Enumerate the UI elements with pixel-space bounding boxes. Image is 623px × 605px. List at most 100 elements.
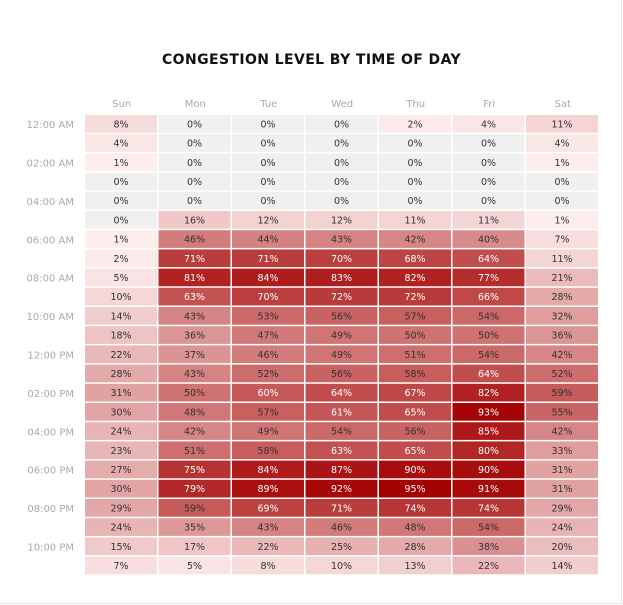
cell-value-label: 61% — [331, 407, 352, 418]
heatmap-cell — [379, 153, 451, 172]
cell-value-label: 24% — [110, 523, 131, 534]
cell-value-label: 53% — [257, 311, 278, 322]
heatmap-cell — [452, 537, 525, 556]
heatmap-cell — [526, 172, 598, 191]
heatmap-cell — [379, 479, 451, 498]
cell-value-label: 50% — [184, 388, 205, 399]
heatmap-cell — [85, 191, 157, 210]
heatmap-cell — [305, 230, 378, 248]
heatmap-cell — [526, 326, 598, 344]
heatmap-cell — [305, 499, 378, 517]
heatmap-cell — [305, 345, 378, 364]
heatmap-cell — [452, 460, 525, 479]
cell-value-label: 52% — [551, 369, 572, 380]
cell-value-label: 43% — [257, 523, 278, 534]
heatmap-cell — [379, 287, 451, 306]
cell-value-label: 37% — [184, 350, 205, 361]
cell-value-label: 82% — [478, 388, 499, 399]
heatmap-cell — [232, 556, 304, 575]
heatmap-cell — [452, 383, 525, 402]
cell-value-label: 2% — [407, 119, 422, 130]
heatmap-cell — [305, 422, 378, 440]
cell-value-label: 1% — [113, 158, 128, 169]
cell-value-label: 49% — [331, 350, 352, 361]
heatmap-cell — [379, 422, 451, 440]
cell-value-label: 28% — [404, 542, 425, 553]
heatmap-cell — [379, 191, 451, 210]
heatmap-cell — [305, 172, 378, 191]
cell-value-label: 74% — [478, 503, 499, 514]
cell-value-label: 0% — [187, 139, 202, 150]
heatmap-cell — [526, 499, 598, 517]
cell-value-label: 0% — [260, 158, 275, 169]
cell-value-label: 36% — [184, 331, 205, 342]
cell-value-label: 31% — [551, 465, 572, 476]
cell-value-label: 29% — [551, 503, 572, 514]
heatmap-cell — [526, 422, 598, 440]
heatmap-cell — [379, 268, 451, 287]
cell-value-label: 0% — [481, 196, 496, 207]
heatmap-cell — [379, 249, 451, 268]
cell-value-label: 0% — [187, 158, 202, 169]
cell-value-label: 65% — [404, 407, 425, 418]
heatmap-cell — [85, 230, 157, 248]
cell-value-label: 29% — [110, 503, 131, 514]
cell-value-label: 90% — [404, 465, 425, 476]
cell-value-label: 0% — [407, 196, 422, 207]
cell-value-label: 42% — [551, 350, 572, 361]
heatmap-cell — [85, 326, 157, 344]
cell-value-label: 89% — [257, 484, 278, 495]
heatmap-cell — [526, 479, 598, 498]
heatmap-cell — [305, 115, 378, 133]
heatmap-cell — [158, 211, 231, 229]
heatmap-cell — [379, 537, 451, 556]
day-label-sun: Sun — [112, 99, 131, 110]
heatmap-cell — [452, 345, 525, 364]
cell-value-label: 49% — [257, 427, 278, 438]
cell-value-label: 63% — [331, 446, 352, 457]
day-label-thu: Thu — [405, 99, 425, 110]
heatmap-cell — [452, 287, 525, 306]
heatmap-cell — [158, 383, 231, 402]
cell-value-label: 47% — [257, 331, 278, 342]
cell-value-label: 80% — [478, 446, 499, 457]
cell-value-label: 82% — [404, 273, 425, 284]
cell-value-label: 84% — [257, 273, 278, 284]
heatmap-cell — [305, 287, 378, 306]
heatmap-cell — [452, 403, 525, 421]
cell-value-label: 0% — [334, 119, 349, 130]
day-label-mon: Mon — [185, 99, 206, 110]
heatmap-cell — [452, 211, 525, 229]
heatmap-cell — [526, 134, 598, 152]
cell-value-label: 10% — [110, 292, 131, 303]
heatmap-cell — [232, 537, 304, 556]
heatmap-cell — [305, 460, 378, 479]
heatmap-cell — [232, 422, 304, 440]
heatmap-cell — [158, 441, 231, 460]
heatmap-cell — [526, 518, 598, 536]
heatmap-cell — [232, 211, 304, 229]
heatmap-cell — [158, 345, 231, 364]
hour-label: 10:00 PM — [27, 543, 74, 554]
cell-value-label: 90% — [478, 465, 499, 476]
cell-value-label: 77% — [478, 273, 499, 284]
cell-value-label: 72% — [404, 292, 425, 303]
heatmap-cell — [232, 460, 304, 479]
hour-label: 10:00 AM — [27, 312, 74, 323]
heatmap-cell — [379, 364, 451, 383]
cell-value-label: 20% — [551, 542, 572, 553]
cell-value-label: 11% — [404, 215, 425, 226]
cell-value-label: 72% — [331, 292, 352, 303]
heatmap-cell — [305, 249, 378, 268]
heatmap-cell — [85, 422, 157, 440]
cell-value-label: 64% — [478, 254, 499, 265]
cell-value-label: 43% — [184, 369, 205, 380]
heatmap-cell — [232, 287, 304, 306]
heatmap-cell — [452, 326, 525, 344]
cell-value-label: 0% — [187, 119, 202, 130]
heatmap-cell — [85, 268, 157, 287]
cell-value-label: 4% — [113, 139, 128, 150]
cell-value-label: 8% — [113, 119, 128, 130]
cell-value-label: 63% — [184, 292, 205, 303]
